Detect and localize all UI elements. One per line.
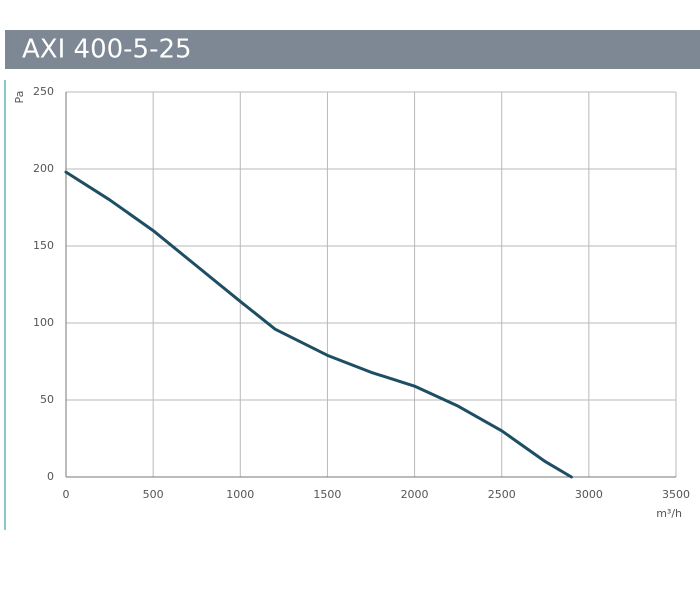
curve: [64, 170, 573, 479]
x-axis-label: m³/h: [656, 507, 682, 520]
y-tick-label: 0: [47, 470, 54, 483]
chart-title: AXI 400-5-25: [22, 35, 192, 65]
x-tick-label: 1500: [313, 488, 341, 501]
x-tick-label: 2000: [401, 488, 429, 501]
x-tick-label: 3500: [662, 488, 690, 501]
y-tick-label: 150: [33, 239, 54, 252]
x-tick-label: 3000: [575, 488, 603, 501]
title-bar: [5, 30, 700, 69]
x-tick-label: 1000: [226, 488, 254, 501]
x-tick-label: 2500: [488, 488, 516, 501]
y-axis-label: Pa: [13, 91, 26, 104]
y-tick-label: 200: [33, 162, 54, 175]
x-tick-label: 500: [143, 488, 164, 501]
y-tick-label: 250: [33, 85, 54, 98]
x-tick-label: 0: [63, 488, 70, 501]
y-tick-label: 50: [40, 393, 54, 406]
y-tick-label: 100: [33, 316, 54, 329]
